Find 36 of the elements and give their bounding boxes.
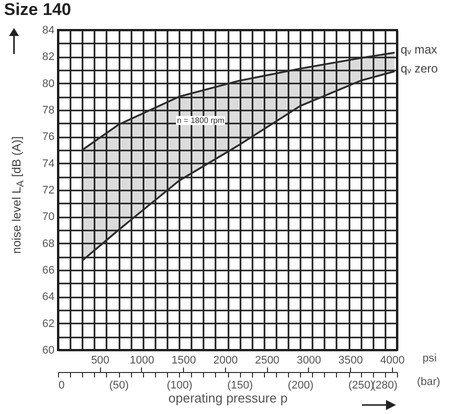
- y-tick-label: 70: [42, 211, 54, 224]
- x2-tick-label: 2500: [254, 354, 280, 366]
- series-label: qᵥ zero: [400, 61, 438, 76]
- y-tick-label: 82: [42, 51, 54, 64]
- y-tick-label: 84: [42, 24, 54, 36]
- x2-tick-label: 3500: [338, 354, 363, 366]
- annotation: n = 1800 rpm: [176, 116, 226, 125]
- y-tick-label: 68: [42, 238, 54, 250]
- x-tick-label: (150): [227, 380, 253, 392]
- line-series: [81, 52, 396, 151]
- y-tick-label: 62: [42, 318, 54, 330]
- y-tick-label: 60: [42, 344, 54, 356]
- x2-tick-label: 1000: [130, 354, 154, 366]
- x-tick-label: (50): [109, 380, 129, 392]
- y-tick-label: 72: [42, 184, 54, 196]
- x2-tick-label: 2000: [213, 354, 238, 366]
- x2-axis-title: psi: [422, 352, 437, 364]
- x-tick-label: (280): [372, 380, 398, 392]
- y-tick-label: 74: [42, 158, 54, 170]
- y-tick-label: 78: [42, 104, 54, 116]
- x2-tick-label: 500: [91, 354, 110, 366]
- x-tick-label: (200): [288, 380, 314, 392]
- y-tick-label: 66: [42, 264, 54, 276]
- series-label: qᵥ max: [400, 42, 438, 57]
- x-tick-label: (250): [348, 380, 374, 392]
- x2-tick-label: 3000: [296, 354, 322, 366]
- x-axis-title: operating pressure p: [168, 390, 288, 406]
- chart-title: Size 140: [4, 0, 72, 20]
- x-tick-label: (100): [166, 380, 192, 392]
- y-tick-label: 64: [42, 291, 54, 304]
- x2-tick-label: 4000: [380, 354, 405, 366]
- x2-tick-label: 1500: [171, 354, 196, 366]
- x-tick-label: 0: [58, 380, 65, 392]
- text: (bar): [417, 376, 440, 388]
- y-tick-label: 76: [42, 131, 54, 144]
- y-tick-label: 80: [42, 78, 54, 90]
